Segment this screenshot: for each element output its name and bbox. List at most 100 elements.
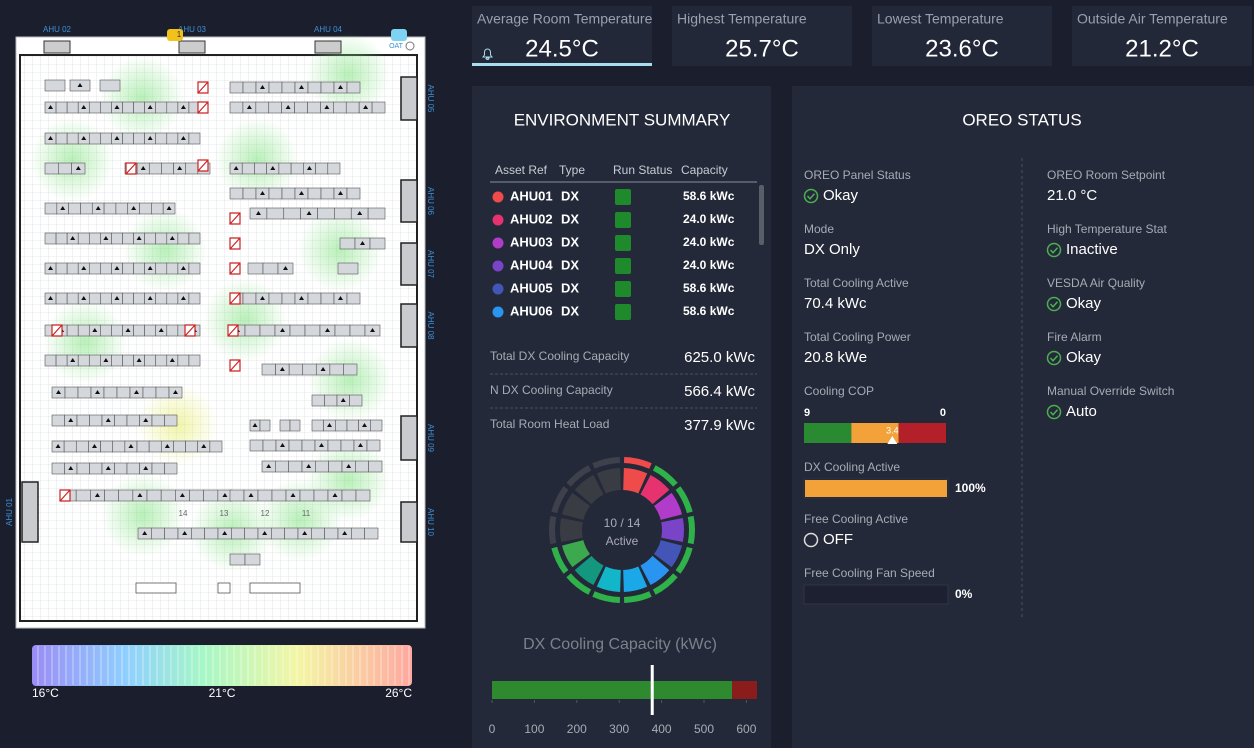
rack-arrow [280,328,285,332]
x-tick-label: 400 [652,722,672,736]
rack [355,460,369,473]
donut-ring [566,465,592,487]
rack [166,262,179,275]
rack [334,207,352,220]
rack [88,132,101,145]
run-status [615,304,631,320]
rack [122,354,134,367]
asset-dot [492,191,504,203]
asset-ref: AHU02 [510,211,553,226]
rack-number: 14 [179,509,188,518]
run-status [615,212,631,228]
rack [51,462,65,475]
status-value: Okay [823,187,859,204]
rack-arrow [136,236,142,240]
unit [217,582,231,594]
donut-segment [574,474,604,505]
rack-arrow [105,418,111,422]
rack-arrow [136,358,142,362]
rack [100,292,112,305]
check-icon [1046,296,1062,312]
status-label: Total Cooling Active [804,276,909,290]
crac-unit [197,159,209,172]
rack [103,386,118,399]
rack-arrow [280,443,285,447]
rack [151,462,165,475]
rack [161,162,174,175]
kpi-card [1072,6,1252,66]
donut-ring [687,515,695,545]
gauge-band [804,423,852,443]
donut-segment [654,492,683,520]
rack [66,132,79,145]
heat-spot [203,278,287,362]
rack [188,292,201,305]
rack-arrow [319,443,324,447]
rack [44,232,57,245]
rack [249,439,264,452]
asset-type: DX [561,211,579,226]
ahu-unit [400,242,418,286]
status-label: Total Cooling Power [804,330,911,344]
rack [89,462,103,475]
ahu-unit [178,40,206,54]
rack-arrow [60,206,66,210]
status-value: Auto [1066,403,1097,420]
donut-segment [640,555,670,586]
ahu-unit [400,76,418,121]
rack-arrow [306,211,312,215]
run-status [615,189,631,205]
ahu-unit [400,179,418,223]
rack [177,354,190,367]
rack-arrow [95,390,100,394]
rack [148,440,162,453]
ahu-unit [400,303,418,348]
rack [77,324,90,337]
rack [185,440,199,453]
status-value: Okay [1066,295,1102,312]
rack-arrow [114,136,120,140]
rack [327,439,342,452]
donut-segment [623,468,648,494]
total-label: Total DX Cooling Capacity [490,349,629,363]
rack [99,79,121,92]
rack [371,101,386,114]
rack [118,489,134,502]
rack [44,162,59,175]
rack [100,132,112,145]
heat-legend [32,645,412,686]
rack [289,419,301,432]
rack [88,292,101,305]
rack [144,324,157,337]
rack [88,262,101,275]
ahu-label: AHU 06 [426,187,435,216]
rack [327,162,341,175]
rack-arrow [299,191,304,195]
rack [55,262,68,275]
total-value: 377.9 kWc [684,417,755,434]
rack [345,101,360,114]
ahu-unit [314,40,342,54]
rack [242,81,257,94]
rack [355,489,371,502]
rack [44,354,57,367]
gauge-end: 9 [804,407,810,419]
rack [164,527,179,540]
heat-spot [306,33,390,117]
rack-arrow [362,423,367,427]
rack [100,262,112,275]
rack-arrow [48,296,54,300]
rack-arrow [56,390,61,394]
rack-arrow [338,296,343,300]
kpi-card [472,6,652,66]
kpi-value: 25.7°C [725,35,799,62]
rack [76,414,90,427]
rack [229,187,244,200]
heat-spot [215,118,299,202]
rack-arrow [70,236,76,240]
rack [366,439,381,452]
rack-arrow [324,105,330,109]
rack [103,202,117,215]
rack [307,101,321,114]
x-tick-label: 600 [736,722,756,736]
